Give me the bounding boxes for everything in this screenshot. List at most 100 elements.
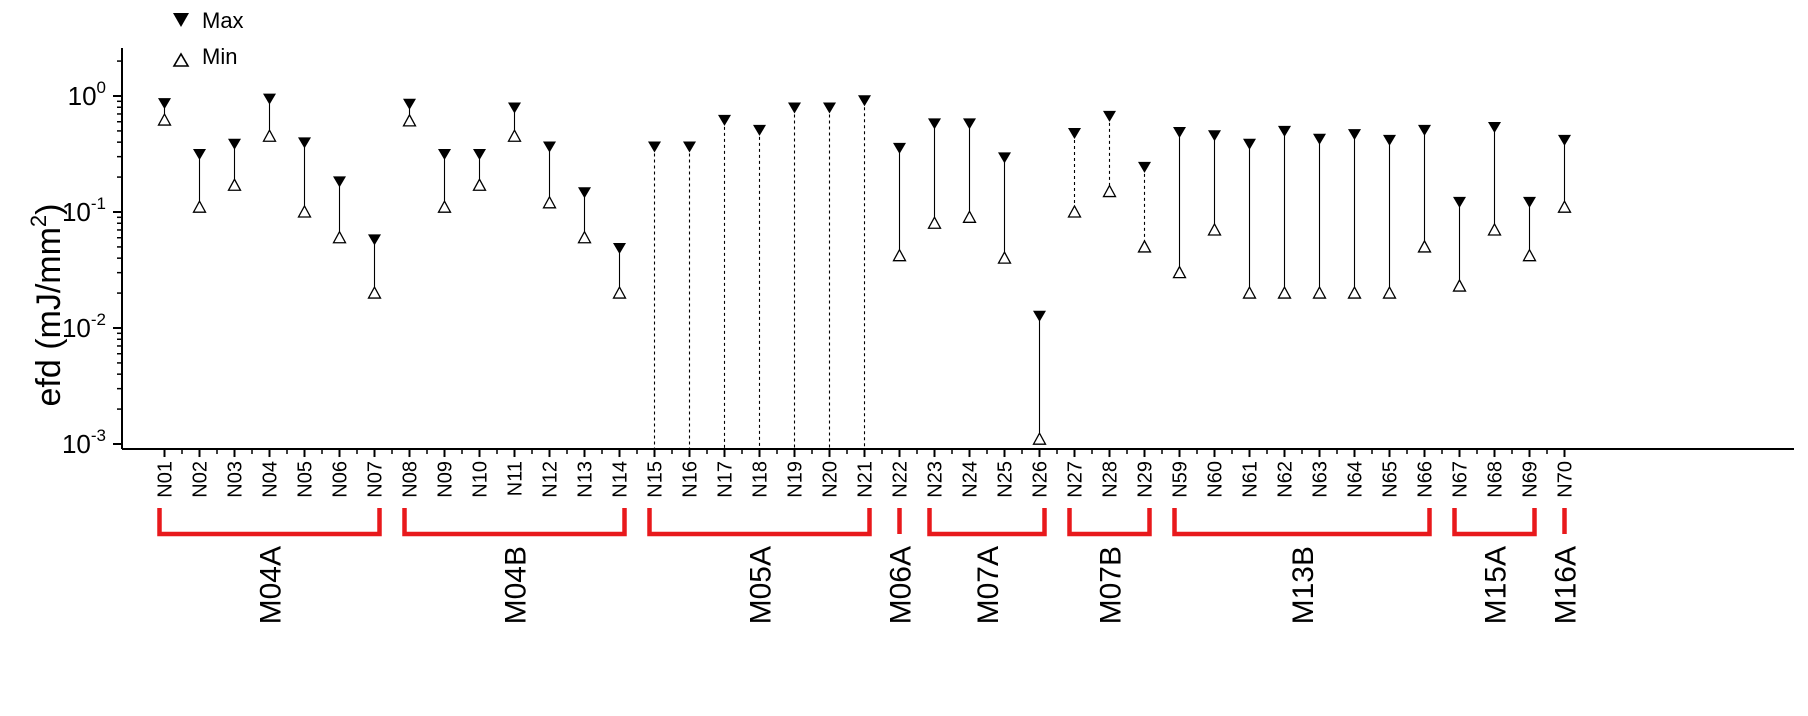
min-marker xyxy=(997,250,1012,264)
x-tick-label: N28 xyxy=(1100,461,1122,498)
x-tick-label: N17 xyxy=(715,461,737,498)
x-tick-label: N66 xyxy=(1415,461,1437,498)
group-bracket xyxy=(402,508,627,537)
min-marker xyxy=(1347,285,1362,299)
max-marker xyxy=(193,149,206,161)
max-marker xyxy=(158,98,171,110)
x-tick-label: N12 xyxy=(540,461,562,498)
x-tick-label: N29 xyxy=(1135,461,1157,498)
legend-min-label: Min xyxy=(202,44,237,69)
x-tick-label: N63 xyxy=(1310,461,1332,498)
group-label: M15A xyxy=(1480,546,1513,624)
min-marker xyxy=(297,204,312,218)
group-label: M06A xyxy=(885,546,918,624)
max-marker xyxy=(1208,130,1221,142)
y-axis-label-text: efd (mJ/mm xyxy=(30,227,68,406)
max-marker xyxy=(333,176,346,188)
max-marker xyxy=(1383,134,1396,146)
x-tick-label: N05 xyxy=(295,461,317,498)
max-marker xyxy=(613,242,626,254)
max-marker xyxy=(753,124,766,136)
min-marker xyxy=(332,230,347,244)
x-tick-label: N07 xyxy=(365,461,387,498)
range-lines xyxy=(163,99,1566,449)
min-marker xyxy=(1172,265,1187,279)
group-label: M07B xyxy=(1095,546,1128,624)
x-tick-label: N22 xyxy=(890,461,912,498)
min-marker xyxy=(962,209,977,223)
x-tick-label: N20 xyxy=(820,461,842,498)
min-marker xyxy=(1277,285,1292,299)
min-marker xyxy=(1382,285,1397,299)
x-tick-label: N64 xyxy=(1345,461,1367,498)
max-marker xyxy=(1453,196,1466,208)
y-tick-label-exponent: 0 xyxy=(97,78,106,97)
legend-min-marker xyxy=(172,52,190,67)
min-marker xyxy=(1452,278,1467,292)
x-tick-label: N03 xyxy=(225,461,247,498)
y-tick-label-exponent: -3 xyxy=(91,426,106,445)
x-tick-label: N15 xyxy=(645,461,667,498)
min-marker xyxy=(1102,184,1117,198)
x-tick-label: N09 xyxy=(435,461,457,498)
group-brackets: M04A M04B M05A M06A M07A M07B M13B M15A M16A xyxy=(157,508,1583,624)
max-marker xyxy=(1033,310,1046,322)
min-marker xyxy=(1417,239,1432,253)
x-tick-label: N26 xyxy=(1030,461,1052,498)
max-marker xyxy=(1138,161,1151,173)
group-bracket xyxy=(1067,508,1152,537)
min-marker xyxy=(367,285,382,299)
max-marker xyxy=(368,234,381,246)
group-bracket xyxy=(1172,508,1432,537)
x-tick-label: N01 xyxy=(155,461,177,498)
y-axis-label-exponent: 2 xyxy=(26,215,51,227)
x-tick-label: N62 xyxy=(1275,461,1297,498)
max-marker xyxy=(683,141,696,153)
axes xyxy=(121,48,1794,450)
y-tick-label: 100 xyxy=(68,78,106,111)
min-marker xyxy=(892,248,907,262)
min-marker xyxy=(927,215,942,229)
min-marker xyxy=(1207,222,1222,236)
min-marker xyxy=(1487,222,1502,236)
group-bracket xyxy=(157,508,382,537)
max-marker xyxy=(228,138,241,150)
min-marker xyxy=(542,195,557,209)
max-marker xyxy=(1348,129,1361,141)
x-tick-label: N10 xyxy=(470,461,492,498)
min-marker xyxy=(1522,248,1537,262)
y-tick-label-exponent: -1 xyxy=(91,194,106,213)
x-tick-label: N21 xyxy=(855,461,877,498)
x-tick-label: N68 xyxy=(1485,461,1507,498)
min-marker xyxy=(262,128,277,142)
min-marker xyxy=(1032,431,1047,445)
max-marker xyxy=(1488,121,1501,133)
min-marker xyxy=(1242,285,1257,299)
group-bracket xyxy=(647,508,872,537)
min-marker xyxy=(437,199,452,213)
group-bracket xyxy=(927,508,1047,537)
max-marker xyxy=(928,118,941,130)
max-marker xyxy=(1313,133,1326,145)
min-marker xyxy=(507,128,522,142)
x-tick-label: N02 xyxy=(190,461,212,498)
max-marker xyxy=(858,95,871,107)
group-label: M04A xyxy=(255,546,288,624)
min-marker xyxy=(1067,204,1082,218)
min-marker xyxy=(402,113,417,127)
max-marker xyxy=(788,102,801,114)
data-markers xyxy=(157,93,1572,445)
x-tick-label: N61 xyxy=(1240,461,1262,498)
x-tick-label: N18 xyxy=(750,461,772,498)
legend-max-marker xyxy=(173,13,189,27)
max-marker xyxy=(1558,134,1571,146)
max-marker xyxy=(998,152,1011,164)
x-tick-label: N70 xyxy=(1555,461,1577,498)
y-tick-label-base: 10 xyxy=(68,81,97,111)
x-tick-label: N67 xyxy=(1450,461,1472,498)
x-tick-label: N06 xyxy=(330,461,352,498)
max-marker xyxy=(263,93,276,105)
max-marker xyxy=(403,98,416,110)
max-marker xyxy=(508,102,521,114)
